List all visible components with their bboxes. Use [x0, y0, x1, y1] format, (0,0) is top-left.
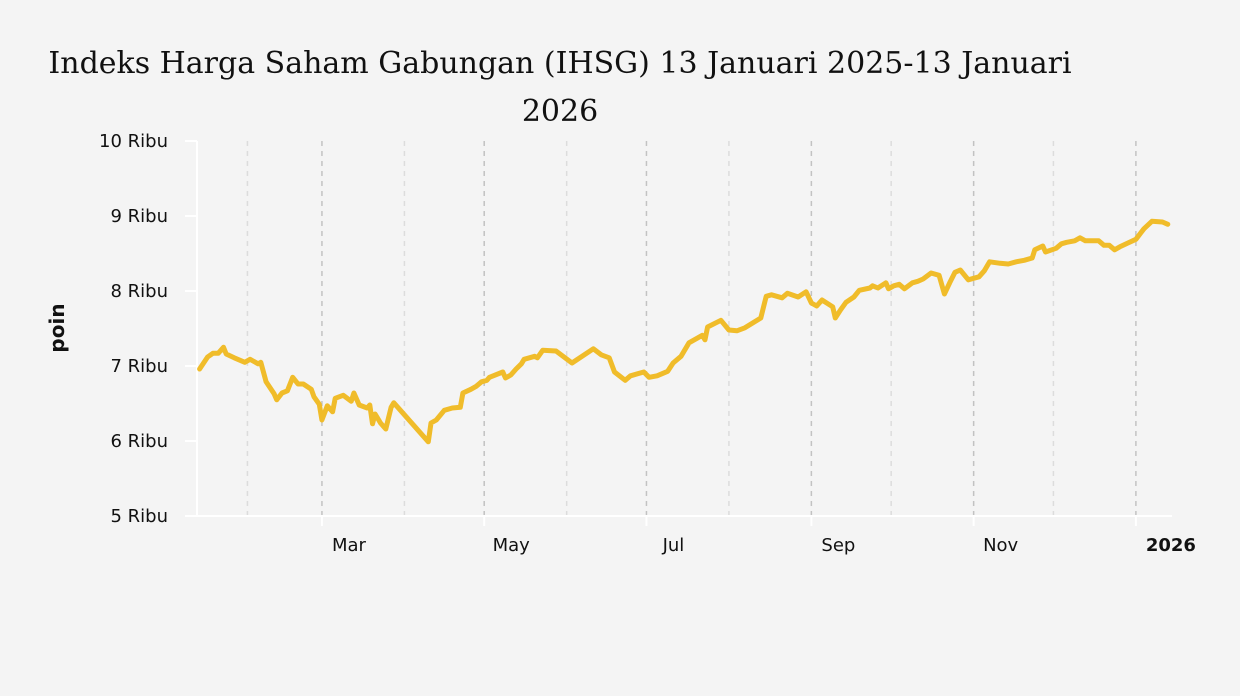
x-tick-label: May [493, 535, 531, 556]
axes [196, 141, 1172, 517]
y-axis-ticks: 10 Ribu 9 Ribu 8 Ribu 7 Ribu 6 Ribu 5 Ribu [99, 131, 197, 527]
chart-title-line-1: Indeks Harga Saham Gabungan (IHSG) 13 Ja… [48, 46, 1072, 81]
y-axis-label: poin [45, 303, 69, 352]
series-group [197, 218, 1171, 445]
x-tick-label: Jul [662, 535, 685, 556]
x-tick-label: Sep [821, 535, 855, 556]
y-tick-label: 9 Ribu [110, 206, 168, 227]
chart-title-line-2: 2026 [521, 94, 599, 129]
y-tick-label: 7 Ribu [110, 356, 168, 377]
y-tick-label: 10 Ribu [99, 131, 168, 152]
y-tick-label: 6 Ribu [110, 431, 168, 452]
x-axis-ticks: Mar May Jul Sep Nov 2026 [320, 516, 1196, 556]
series-line-ihsg [197, 218, 1171, 445]
y-tick-label: 5 Ribu [110, 506, 168, 527]
y-tick-label: 8 Ribu [110, 281, 168, 302]
x-tick-label: Mar [332, 535, 367, 556]
x-tick-label: Nov [983, 535, 1018, 556]
x-tick-label: 2026 [1146, 535, 1196, 556]
chart-title: Indeks Harga Saham Gabungan (IHSG) 13 Ja… [0, 40, 1120, 136]
grid-lines [246, 141, 1137, 516]
